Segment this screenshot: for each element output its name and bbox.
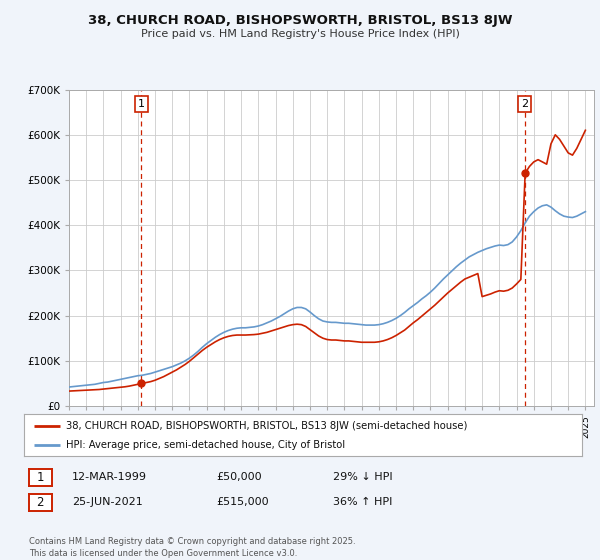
Text: 36% ↑ HPI: 36% ↑ HPI — [333, 497, 392, 507]
Text: 29% ↓ HPI: 29% ↓ HPI — [333, 472, 392, 482]
Text: 2: 2 — [521, 99, 529, 109]
Text: 1: 1 — [138, 99, 145, 109]
Text: Price paid vs. HM Land Registry's House Price Index (HPI): Price paid vs. HM Land Registry's House … — [140, 29, 460, 39]
Text: £50,000: £50,000 — [216, 472, 262, 482]
Text: 1: 1 — [37, 470, 44, 484]
Text: 25-JUN-2021: 25-JUN-2021 — [72, 497, 143, 507]
Text: Contains HM Land Registry data © Crown copyright and database right 2025.
This d: Contains HM Land Registry data © Crown c… — [29, 537, 355, 558]
Text: 2: 2 — [37, 496, 44, 509]
Text: 38, CHURCH ROAD, BISHOPSWORTH, BRISTOL, BS13 8JW (semi-detached house): 38, CHURCH ROAD, BISHOPSWORTH, BRISTOL, … — [66, 421, 467, 431]
Text: 12-MAR-1999: 12-MAR-1999 — [72, 472, 147, 482]
Text: HPI: Average price, semi-detached house, City of Bristol: HPI: Average price, semi-detached house,… — [66, 440, 345, 450]
Text: 38, CHURCH ROAD, BISHOPSWORTH, BRISTOL, BS13 8JW: 38, CHURCH ROAD, BISHOPSWORTH, BRISTOL, … — [88, 14, 512, 27]
Text: £515,000: £515,000 — [216, 497, 269, 507]
